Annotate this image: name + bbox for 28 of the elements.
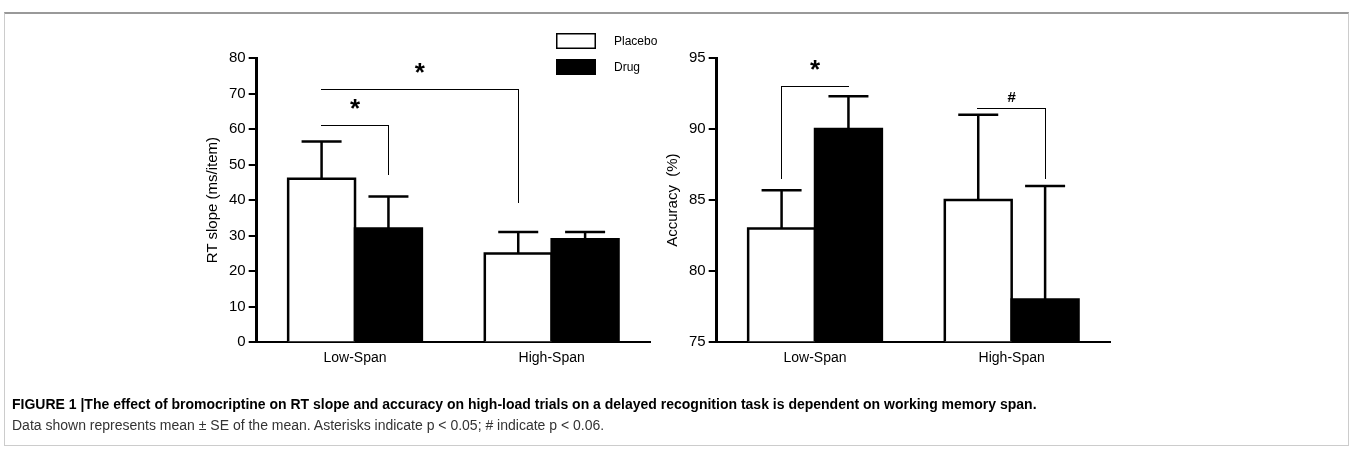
caption: FIGURE 1 |The effect of bromocriptine on RT slope and accuracy on high-load trials on a delayed recognition task is dependent on working memory span. — [12, 395, 1037, 414]
y-tick-label: 80 — [229, 48, 246, 66]
legend-label: Drug — [614, 60, 641, 74]
y-tick-label: 30 — [229, 225, 246, 243]
y-tick-label: 95 — [689, 48, 706, 66]
y-tick-label: 10 — [229, 296, 246, 314]
annotation: * — [414, 57, 425, 88]
y-tick-label: 20 — [229, 261, 246, 279]
legend-label: Placebo — [614, 34, 658, 48]
annotation: * — [349, 92, 361, 123]
x-tick-label: Low-Span — [783, 349, 847, 366]
y-tick-label: 50 — [229, 154, 246, 172]
y-tick-label: 85 — [689, 190, 706, 208]
x-tick-label: High-Span — [978, 349, 1045, 366]
text: Data shown represents mean ± SE of the mean. Asterisks indicate p < 0.05; # indicate p < 0.06. — [12, 416, 606, 435]
y-tick-label: 75 — [689, 332, 706, 350]
y-axis-title: RT slope (ms/item) — [203, 137, 221, 264]
y-tick-label: 40 — [229, 190, 246, 208]
x-tick-label: High-Span — [518, 349, 585, 366]
y-tick-label: 80 — [689, 261, 706, 279]
annotation: * — [809, 54, 821, 85]
annotation: # — [1007, 87, 1016, 105]
y-tick-label: 90 — [689, 119, 706, 137]
y-tick-label: 70 — [229, 83, 246, 101]
x-tick-label: Low-Span — [323, 349, 387, 366]
y-axis-title: Accuracy (%) — [663, 153, 681, 247]
y-tick-label: 0 — [237, 332, 246, 350]
y-tick-label: 60 — [229, 119, 246, 137]
